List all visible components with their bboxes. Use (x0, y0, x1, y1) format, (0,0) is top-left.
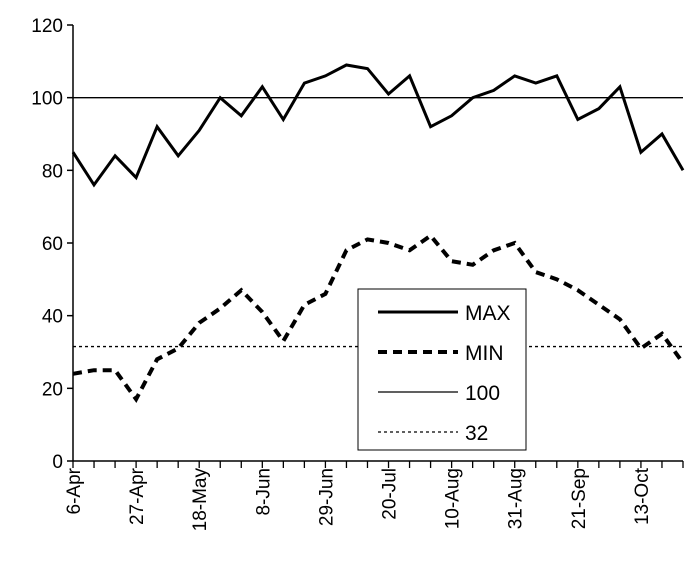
x-tick-label: 18-May (190, 468, 211, 532)
legend-label: 32 (465, 422, 488, 445)
y-tick-label: 20 (42, 379, 63, 400)
y-tick-label: 100 (31, 89, 63, 110)
y-axis-ticks: 0 20 40 60 80 100 120 (31, 16, 73, 473)
y-tick-label: 40 (42, 307, 63, 328)
y-tick-label: 60 (42, 234, 63, 255)
series-line-min (72, 233, 685, 403)
legend-box (357, 288, 527, 451)
legend-label: 100 (465, 382, 500, 405)
y-tick-label: 120 (31, 16, 63, 37)
x-tick-label: 21-Sep (569, 468, 590, 529)
x-axis-ticks: 6-Apr 27-Apr 18-May 8-Jun 29-Jun 20-Jul 10-Aug… (64, 461, 684, 532)
x-tick-label: 29-Jun (316, 468, 337, 526)
reference-lines (73, 97, 683, 348)
x-tick-label: 13-Oct (632, 467, 653, 525)
series-line-max (71, 63, 685, 188)
x-tick-label: 31-Aug (506, 468, 527, 529)
legend-label: MIN (465, 342, 504, 365)
y-tick-label: 0 (52, 452, 63, 473)
plot-area: 0 20 40 60 80 100 120 6-Apr 27-Apr 18-May 8-Jun 29… (31, 16, 685, 532)
x-tick-label: 6-Apr (64, 467, 85, 514)
x-tick-label: 8-Jun (253, 468, 274, 516)
legend: MAX MIN 100 32 (357, 288, 527, 451)
legend-label: MAX (465, 302, 511, 325)
legend-entries: MAX MIN 100 32 (378, 302, 511, 445)
y-tick-label: 80 (42, 161, 63, 182)
x-tick-label: 27-Apr (127, 467, 148, 525)
x-tick-label: 10-Aug (443, 468, 464, 529)
x-tick-label: 20-Jul (380, 468, 401, 520)
series-lines (71, 63, 685, 403)
